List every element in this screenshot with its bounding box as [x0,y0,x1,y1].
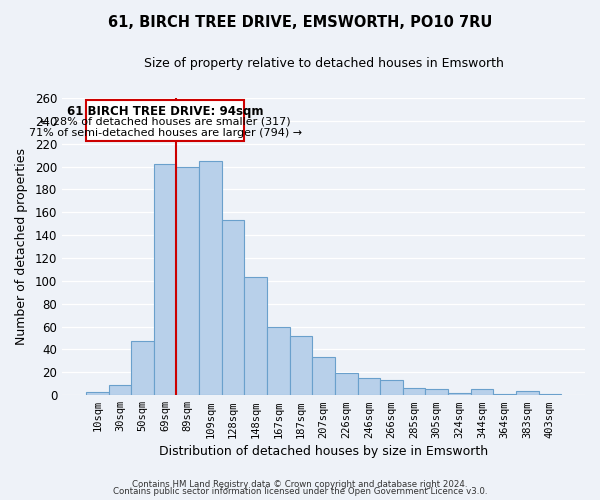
Bar [403,388,425,395]
Bar [176,166,199,395]
Bar [244,278,267,395]
Bar [493,394,516,395]
Bar [380,380,403,395]
Bar [335,374,358,395]
Text: ← 28% of detached houses are smaller (317): ← 28% of detached houses are smaller (31… [40,116,290,126]
Bar [131,342,154,395]
Bar [199,161,222,395]
Bar [267,326,290,395]
X-axis label: Distribution of detached houses by size in Emsworth: Distribution of detached houses by size … [159,444,488,458]
Text: Contains HM Land Registry data © Crown copyright and database right 2024.: Contains HM Land Registry data © Crown c… [132,480,468,489]
Bar [358,378,380,395]
Text: 71% of semi-detached houses are larger (794) →: 71% of semi-detached houses are larger (… [29,128,302,138]
Bar [86,392,109,395]
Bar [516,390,539,395]
Y-axis label: Number of detached properties: Number of detached properties [15,148,28,345]
FancyBboxPatch shape [86,100,244,141]
Bar [448,393,471,395]
Text: Contains public sector information licensed under the Open Government Licence v3: Contains public sector information licen… [113,488,487,496]
Text: 61 BIRCH TREE DRIVE: 94sqm: 61 BIRCH TREE DRIVE: 94sqm [67,105,263,118]
Bar [154,164,176,395]
Bar [425,390,448,395]
Bar [539,394,561,395]
Bar [222,220,244,395]
Bar [290,336,312,395]
Bar [109,385,131,395]
Bar [471,390,493,395]
Text: 61, BIRCH TREE DRIVE, EMSWORTH, PO10 7RU: 61, BIRCH TREE DRIVE, EMSWORTH, PO10 7RU [108,15,492,30]
Bar [312,358,335,395]
Title: Size of property relative to detached houses in Emsworth: Size of property relative to detached ho… [143,58,503,70]
